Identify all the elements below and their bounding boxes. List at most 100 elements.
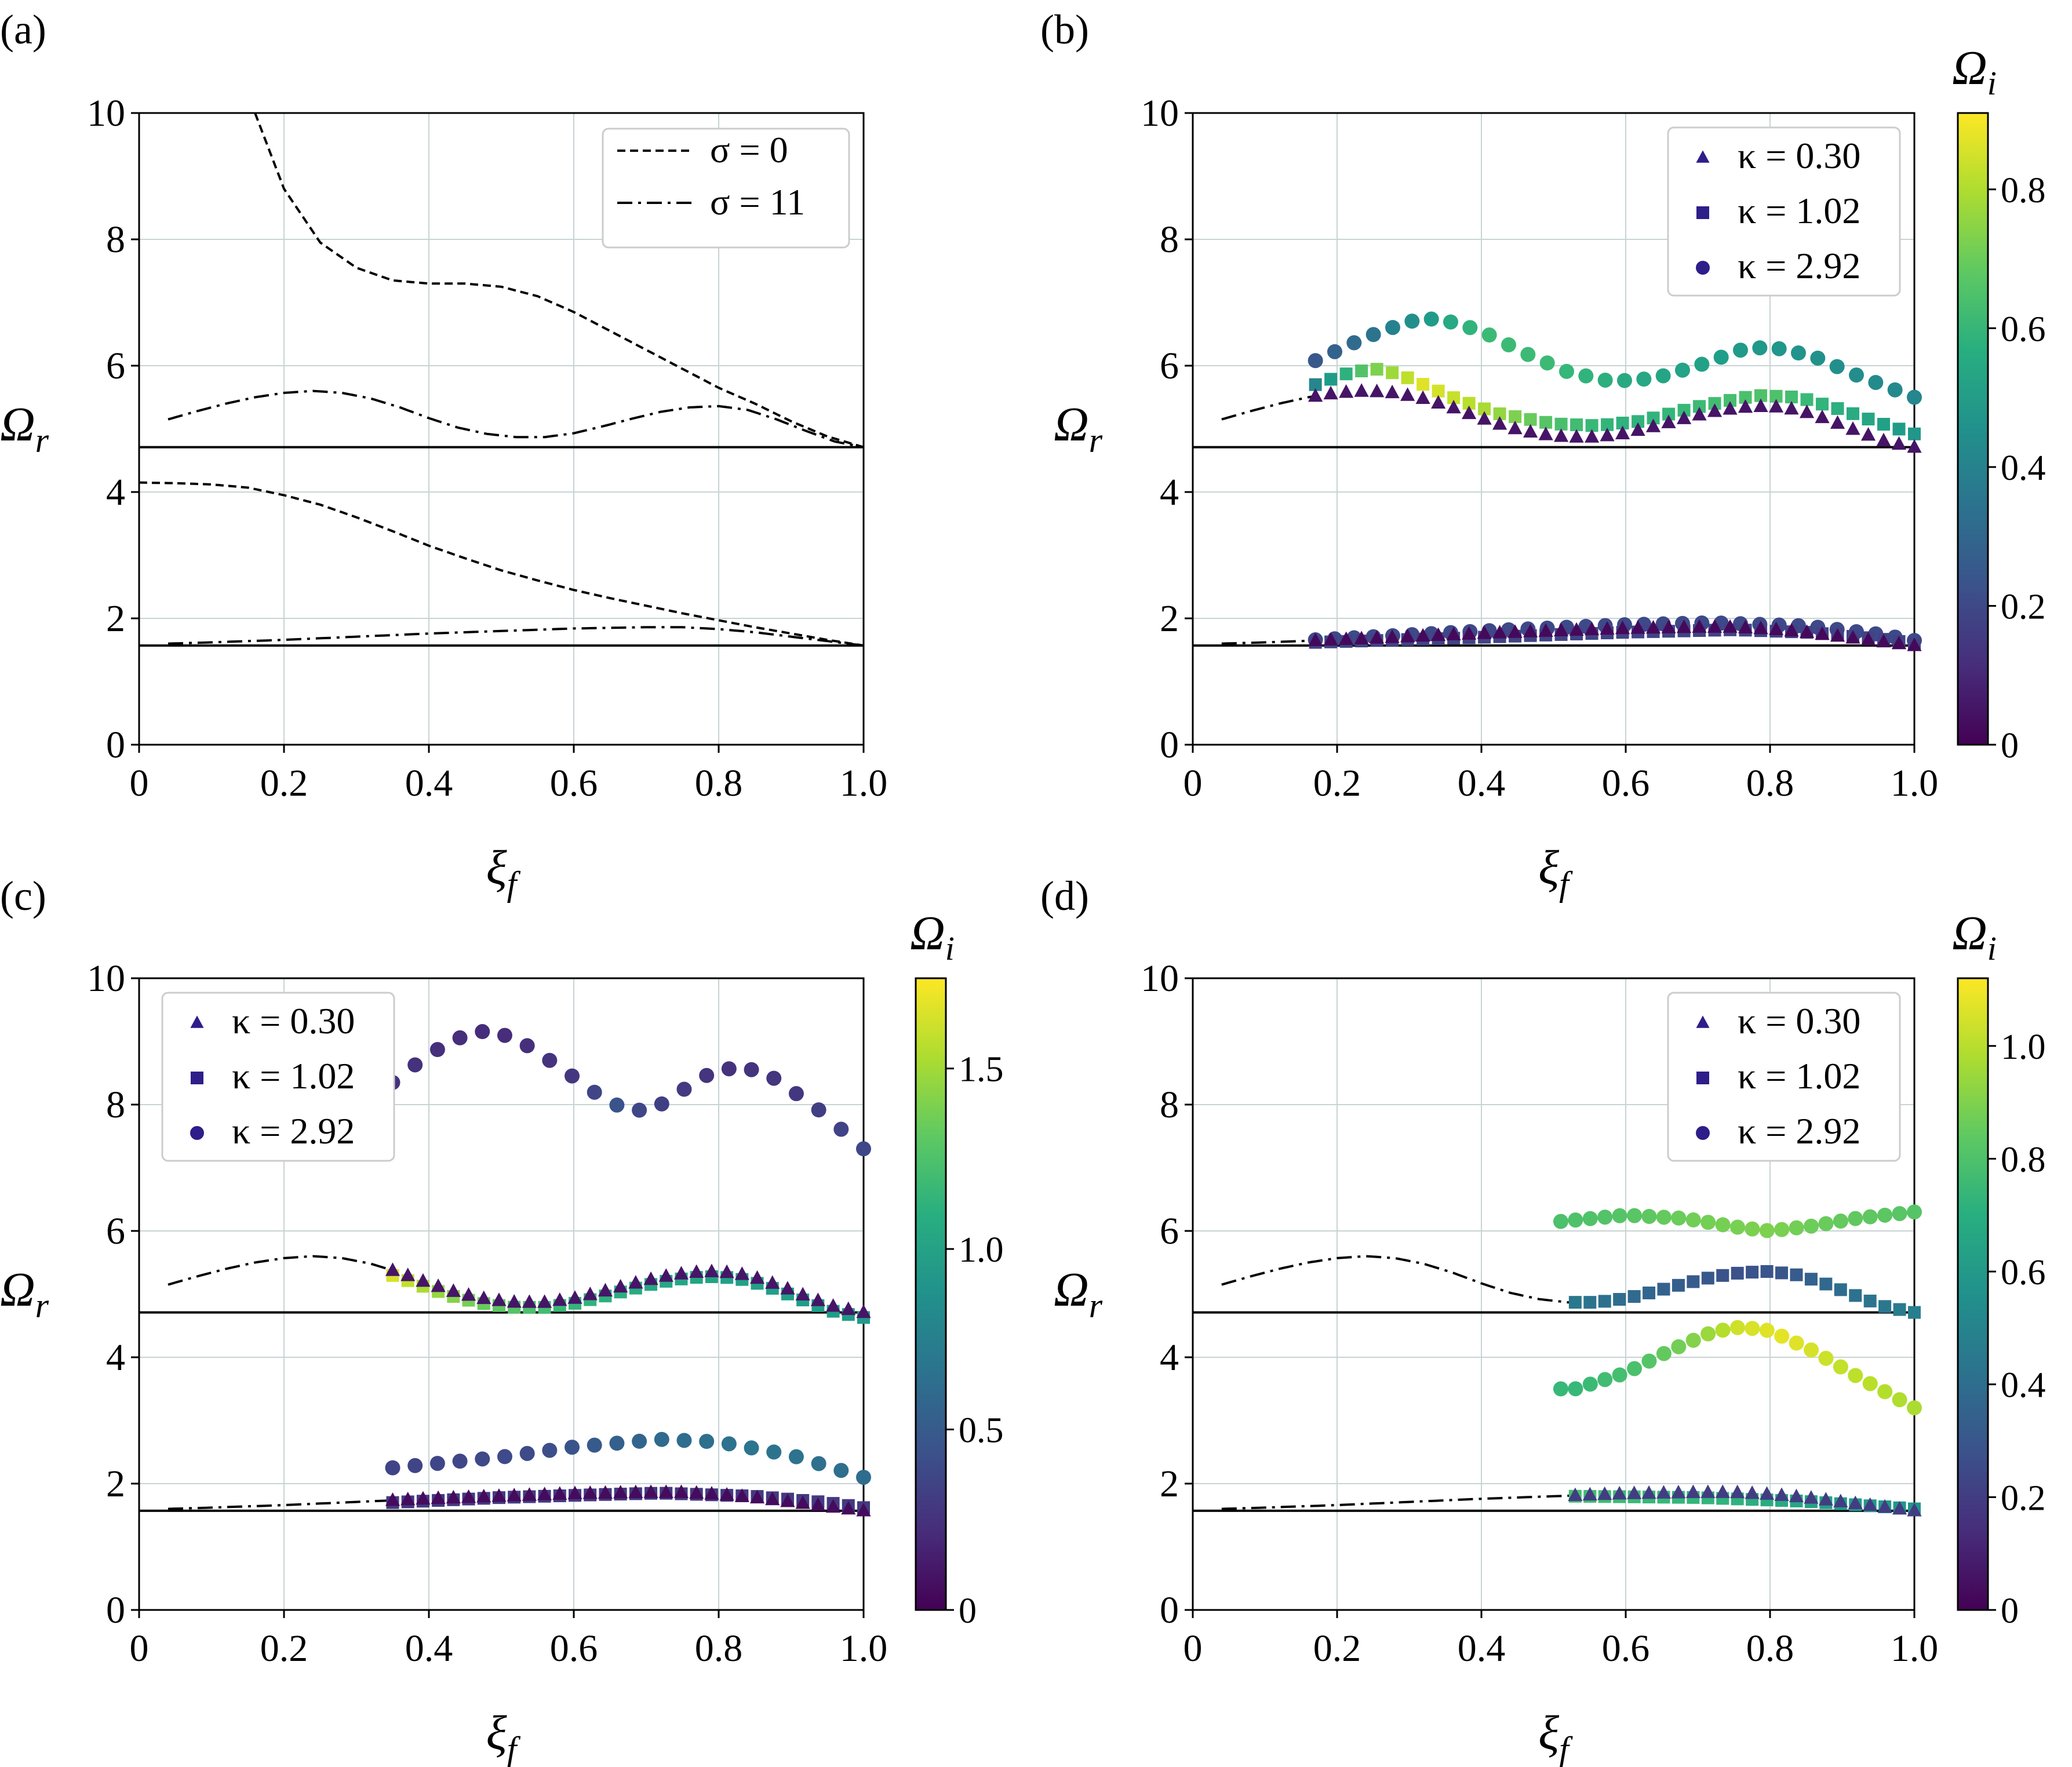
data-point-circle [542,1052,558,1068]
data-point-triangle [749,1489,765,1504]
data-point-triangle [825,1298,841,1312]
y-axis-label: Ωr [1054,1263,1103,1325]
y-axis-label: Ωr [0,1263,49,1325]
data-point-circle [1848,1211,1863,1226]
data-point-triangle [552,1292,567,1306]
data-point-triangle [689,1264,704,1278]
data-point-triangle [1876,633,1891,647]
y-tick-label: 2 [106,597,125,640]
data-point-circle [1868,374,1884,390]
data-point-triangle [1645,418,1661,432]
data-point-triangle [507,1294,522,1308]
data-point-triangle [1431,627,1446,642]
data-point-square [1800,393,1814,406]
data-point-triangle [734,1266,749,1280]
x-tick-label: 0.8 [695,1627,743,1670]
data-point-circle [587,1084,602,1100]
data-point-triangle [613,1485,628,1499]
data-point-triangle [1431,395,1446,409]
data-point-square [1493,407,1506,420]
y-tick-label: 0 [1160,1589,1179,1631]
data-point-circle [1553,1214,1568,1229]
data-point-triangle [810,1497,825,1511]
data-point-square [1355,365,1368,378]
data-point-circle [788,1449,804,1464]
data-point-square [1687,1275,1700,1288]
data-point-triangle [1730,1484,1745,1499]
data-point-triangle [1612,1486,1627,1500]
legend-marker-circle [1696,261,1710,275]
data-point-triangle [1400,628,1415,643]
data-point-circle [1553,1381,1568,1397]
x-tick-label: 0 [1184,1627,1203,1670]
data-point-triangle [1692,407,1707,421]
data-point-triangle [1830,628,1845,642]
data-point-circle [1833,1359,1848,1375]
data-point-circle [542,1442,558,1458]
data-point-circle [1671,1210,1687,1226]
data-point-circle [1790,345,1806,361]
legend: κ = 0.30 κ = 1.02 κ = 2.92 [1667,992,1901,1162]
data-point-circle [1404,314,1420,329]
data-point-triangle [1891,635,1907,650]
data-point-square [1775,1266,1789,1280]
panel-a: 0 0.2 0.4 0.6 0.8 1.0 0 2 4 6 8 10 ξf Ωr σ = 0 σ = 11 [0,92,887,903]
data-point-circle [1627,1208,1643,1223]
data-point-circle [429,1456,445,1471]
x-tick-label: 1.0 [1891,1627,1939,1670]
data-point-circle [654,1096,669,1112]
data-point-circle [1759,1223,1775,1238]
reference-dashdot [1221,639,1310,645]
data-point-circle [632,1433,647,1449]
x-tick-label: 1.0 [840,762,888,804]
data-point-triangle [1692,619,1707,633]
data-point-square [1908,1306,1921,1319]
data-point-circle [1877,1384,1893,1400]
data-point-circle [1582,1211,1598,1226]
data-point-circle [1752,340,1768,356]
data-point-triangle [1627,1485,1642,1499]
data-point-square [1760,1265,1774,1278]
data-point-triangle [643,1271,658,1285]
data-point-triangle [841,1500,856,1515]
data-point-triangle [1415,390,1430,405]
data-point-triangle [1308,632,1323,646]
y-tick-label: 10 [87,957,125,1000]
data-point-triangle [1630,620,1645,634]
data-point-circle [1848,1368,1863,1383]
data-point-triangle [1385,384,1400,399]
data-point-triangle [1804,1490,1819,1504]
data-point-triangle [1415,628,1430,642]
data-point-square [1708,397,1721,410]
legend-label: κ = 1.02 [1738,1055,1860,1096]
x-tick-label: 0.6 [550,1627,598,1670]
legend-label: κ = 2.92 [232,1110,355,1152]
data-point-circle [766,1444,782,1460]
data-point-triangle [582,1287,598,1300]
axes-frame [138,977,865,1611]
legend-box [1667,992,1901,1162]
data-point-circle [609,1436,625,1451]
data-point-square [1847,407,1860,420]
data-point-triangle [825,1499,841,1513]
data-point-triangle [1523,624,1538,637]
data-point-square [1647,411,1660,425]
y-tick-label: 0 [106,1589,125,1631]
data-point-triangle [1370,630,1385,644]
legend-marker-triangle [1696,1015,1710,1028]
y-tick-label: 4 [1160,1336,1179,1379]
data-point-circle [1829,359,1845,374]
data-point-square [1386,366,1399,380]
data-point-circle [1346,335,1362,351]
data-point-square [1834,1283,1847,1296]
data-point-triangle [1784,622,1799,637]
data-point-triangle [1768,399,1784,413]
y-tick-label: 10 [1141,957,1179,1000]
data-point-triangle [734,1488,749,1502]
axes-frame [1192,977,1916,1611]
y-tick-label: 8 [106,218,125,261]
data-point-triangle [1830,415,1845,429]
legend: σ = 0 σ = 11 [602,127,850,249]
data-point-triangle [1818,1492,1833,1506]
data-point-triangle [461,1287,476,1301]
